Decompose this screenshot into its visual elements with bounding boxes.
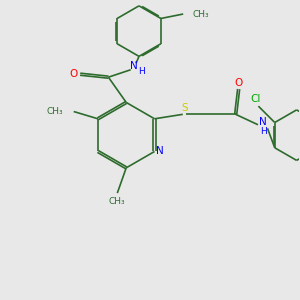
Text: N: N xyxy=(260,117,267,128)
Text: O: O xyxy=(235,77,243,88)
Text: O: O xyxy=(70,69,78,79)
Text: CH₃: CH₃ xyxy=(109,197,126,206)
Text: H: H xyxy=(138,67,145,76)
Text: CH₃: CH₃ xyxy=(193,10,209,19)
Text: N: N xyxy=(130,61,138,71)
Text: H: H xyxy=(260,127,267,136)
Text: CH₃: CH₃ xyxy=(47,107,63,116)
Text: N: N xyxy=(156,146,164,157)
Text: S: S xyxy=(181,103,188,113)
Text: Cl: Cl xyxy=(250,94,261,104)
